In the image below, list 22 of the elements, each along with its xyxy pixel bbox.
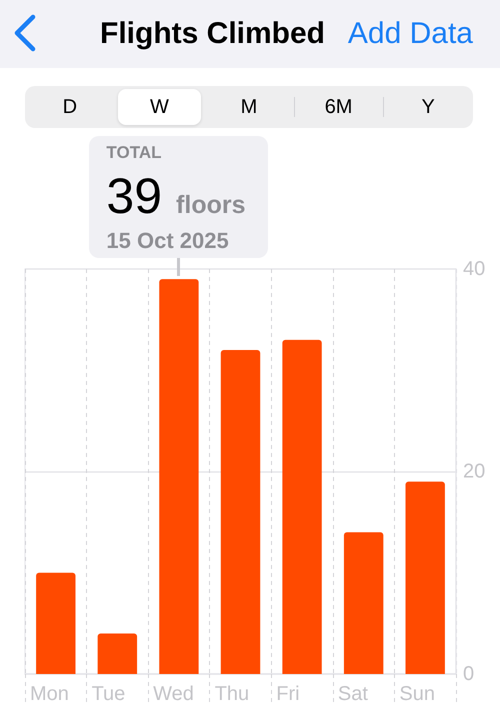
- x-tick-label: Thu: [214, 683, 250, 705]
- callout-box: TOTAL 39 floors 15 Oct 2025: [89, 136, 268, 258]
- bar: [282, 340, 322, 674]
- bar: [220, 350, 260, 674]
- bar: [98, 634, 138, 674]
- x-tick-label: Tue: [92, 683, 126, 705]
- x-tick-label: Mon: [30, 683, 69, 705]
- x-tick-label: Sat: [338, 683, 368, 705]
- x-tick-label: Sun: [399, 683, 436, 705]
- bar: [344, 532, 384, 674]
- text: Add Data: [348, 17, 473, 51]
- bar: [406, 482, 445, 674]
- y-tick-label: 0: [463, 663, 474, 685]
- bar: [36, 572, 76, 674]
- chart-title: Flights Climbed: [100, 17, 325, 51]
- x-tick-label: Wed: [153, 683, 194, 705]
- x-tick-label: Fri: [276, 683, 300, 705]
- segmented-control: D W M 6M Y: [25, 86, 473, 128]
- y-tick-label: 20: [463, 460, 486, 482]
- y-tick-label: 40: [463, 258, 486, 280]
- bar: [159, 279, 199, 674]
- annotation: 39: [106, 168, 162, 224]
